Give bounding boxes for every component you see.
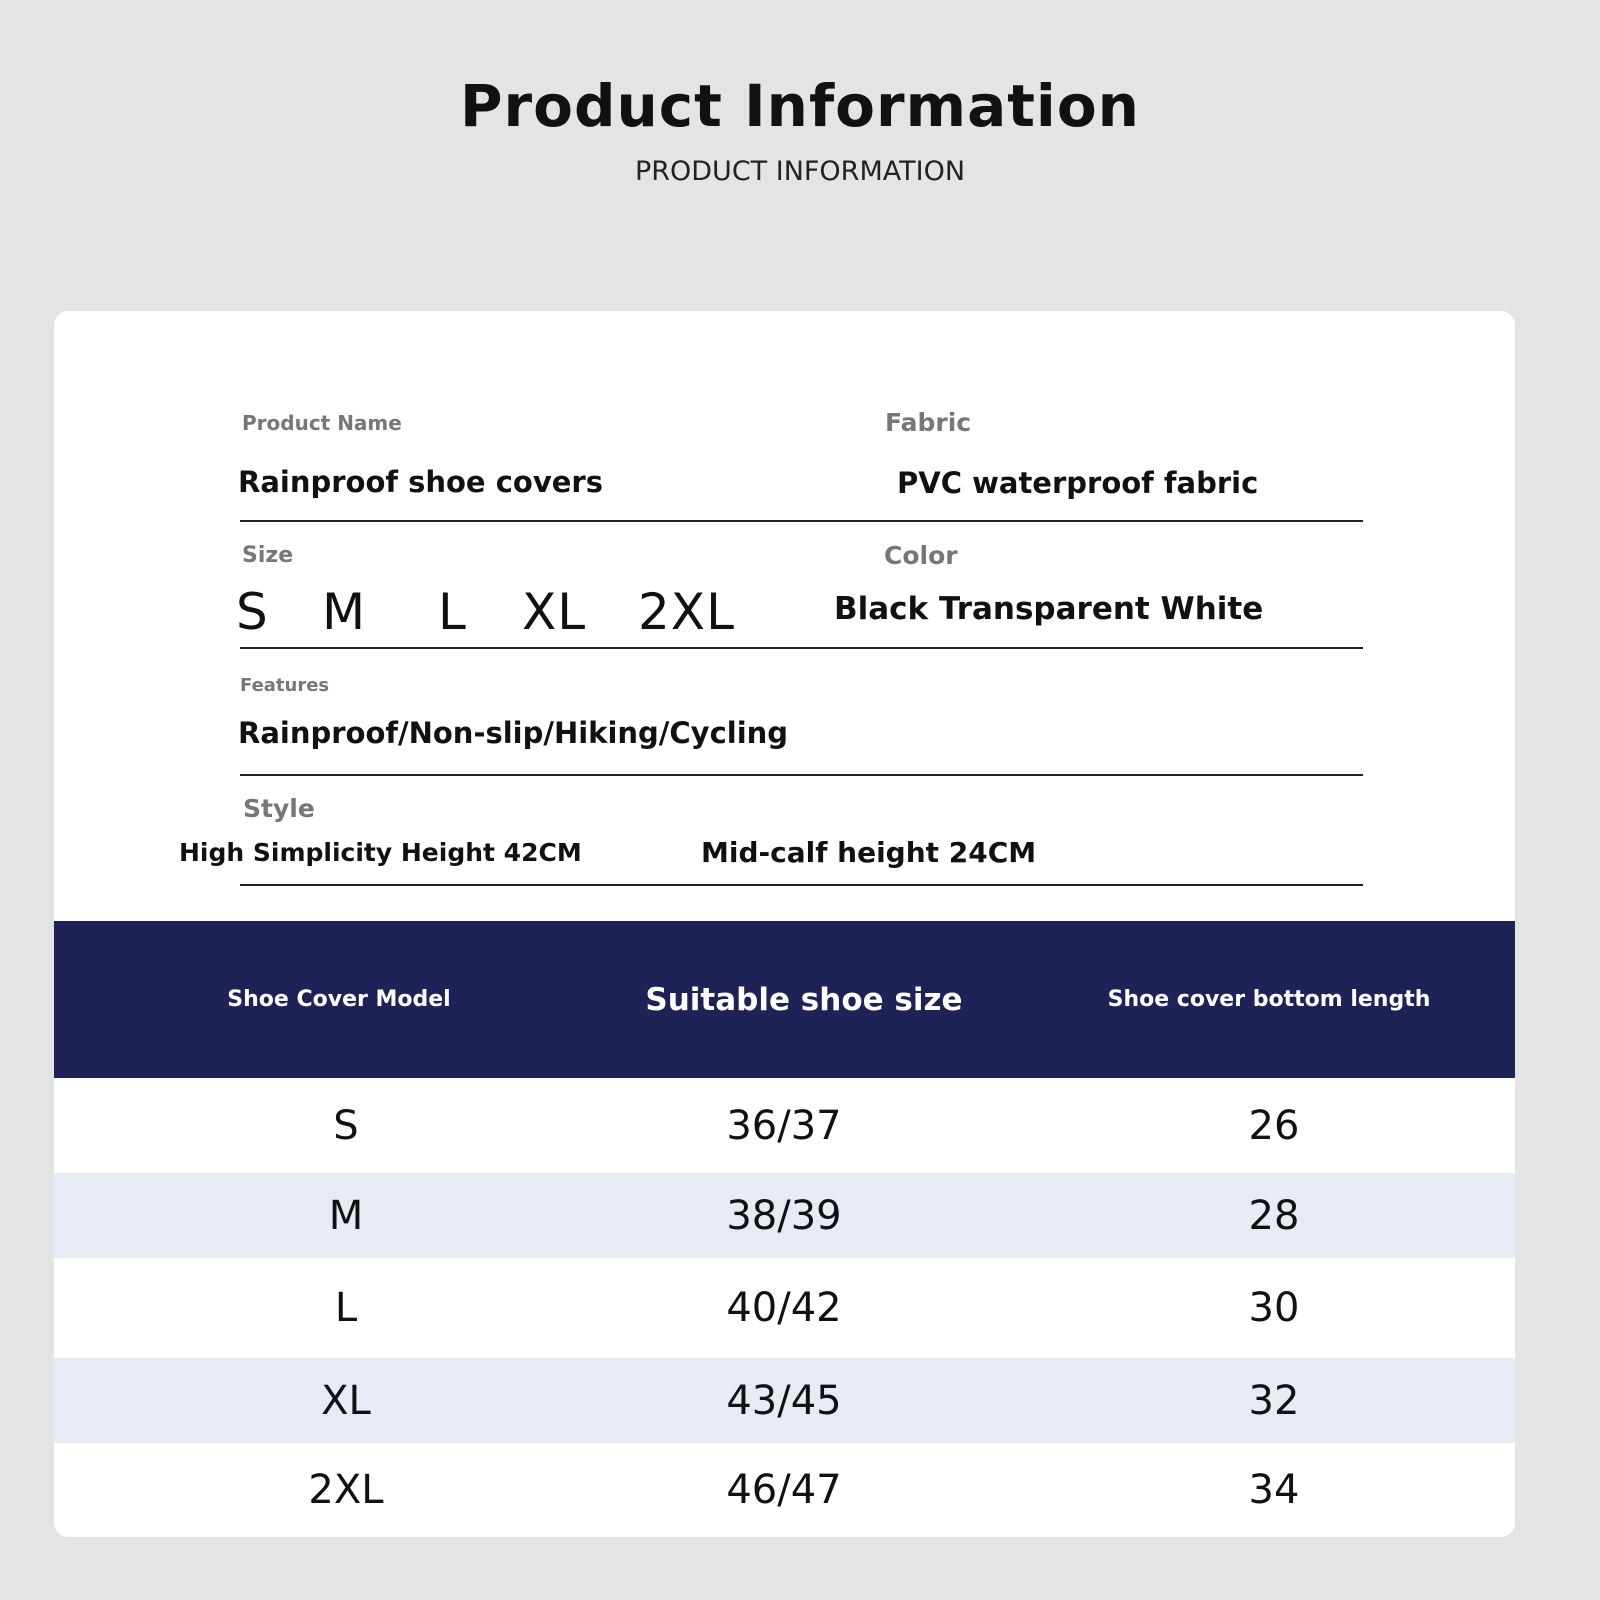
cell-model: S	[333, 1102, 359, 1149]
cell-bottom-length: 32	[1248, 1377, 1300, 1424]
cell-shoe-size: 43/45	[726, 1377, 842, 1424]
cell-model: 2XL	[308, 1467, 384, 1513]
features-value: Rainproof/Non-slip/Hiking/Cycling	[238, 716, 789, 750]
fabric-value: PVC waterproof fabric	[897, 466, 1259, 500]
column-header-bottom-length: Shoe cover bottom length	[1107, 987, 1431, 1012]
fabric-label: Fabric	[885, 408, 972, 437]
product-name-label: Product Name	[242, 411, 402, 435]
cell-shoe-size: 46/47	[726, 1467, 842, 1513]
cell-model: XL	[321, 1377, 371, 1424]
product-info-card: Product Name Rainproof shoe covers Fabri…	[54, 311, 1515, 1537]
page-title: Product Information	[460, 72, 1140, 140]
color-value: Black Transparent White	[834, 591, 1264, 627]
table-row: M 38/39 28	[54, 1173, 1515, 1258]
style-label: Style	[243, 794, 315, 823]
style-value-mid: Mid-calf height 24CM	[701, 836, 1037, 869]
style-value-high: High Simplicity Height 42CM	[179, 838, 582, 867]
size-table-header: Shoe Cover Model Suitable shoe size Shoe…	[54, 921, 1515, 1078]
cell-model: M	[328, 1192, 364, 1239]
table-row: L 40/42 30	[54, 1258, 1515, 1358]
cell-bottom-length: 26	[1248, 1102, 1300, 1149]
size-label: Size	[242, 543, 294, 568]
cell-bottom-length: 30	[1248, 1285, 1300, 1331]
features-label: Features	[240, 675, 330, 696]
size-2xl: 2XL	[638, 583, 735, 641]
size-m: M	[322, 583, 367, 641]
divider	[240, 520, 1363, 522]
size-s: S	[236, 583, 269, 641]
size-l: L	[438, 583, 467, 641]
divider	[240, 774, 1363, 776]
cell-bottom-length: 28	[1248, 1192, 1300, 1239]
page-subtitle: PRODUCT INFORMATION	[634, 156, 966, 187]
cell-bottom-length: 34	[1248, 1467, 1300, 1513]
cell-model: L	[334, 1285, 358, 1331]
column-header-model: Shoe Cover Model	[227, 987, 451, 1012]
table-row: S 36/37 26	[54, 1078, 1515, 1173]
size-xl: XL	[522, 583, 587, 641]
divider	[240, 647, 1363, 649]
cell-shoe-size: 36/37	[726, 1102, 842, 1149]
cell-shoe-size: 38/39	[726, 1192, 842, 1239]
product-name-value: Rainproof shoe covers	[238, 465, 603, 499]
cell-shoe-size: 40/42	[726, 1285, 842, 1331]
table-row: XL 43/45 32	[54, 1358, 1515, 1443]
divider	[240, 884, 1363, 886]
table-row: 2XL 46/47 34	[54, 1443, 1515, 1537]
color-label: Color	[884, 541, 958, 570]
column-header-shoe-size: Suitable shoe size	[645, 981, 963, 1018]
